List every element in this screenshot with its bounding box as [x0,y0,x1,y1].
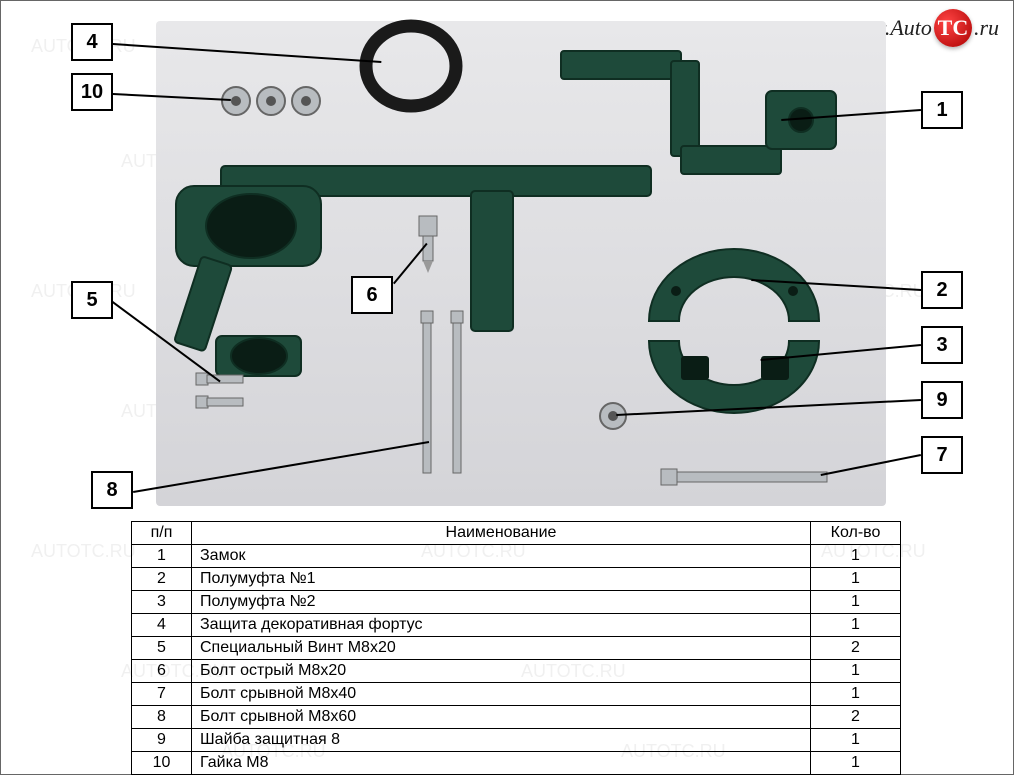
table-row: 4Защита декоративная фортус1 [132,614,901,637]
callout-6: 6 [351,276,393,314]
cell-qty: 1 [811,614,901,637]
table-row: 6Болт острый М8х201 [132,660,901,683]
cell-qty: 1 [811,591,901,614]
part-bolt-sharp [419,216,437,273]
cell-name: Болт острый М8х20 [192,660,811,683]
callout-7: 7 [921,436,963,474]
th-num: п/п [132,522,192,545]
table-row: 2Полумуфта №11 [132,568,901,591]
th-name: Наименование [192,522,811,545]
cell-qty: 2 [811,637,901,660]
th-qty: Кол-во [811,522,901,545]
table-row: 3Полумуфта №21 [132,591,901,614]
part-halfcoupling-1 [649,249,819,321]
cell-name: Специальный Винт М8х20 [192,637,811,660]
cell-num: 5 [132,637,192,660]
part-halfcoupling-2 [649,341,819,413]
callout-3: 3 [921,326,963,364]
cell-name: Замок [192,545,811,568]
cell-name: Защита декоративная фортус [192,614,811,637]
part-nuts [222,87,320,115]
cell-qty: 1 [811,683,901,706]
part-bolts-long [421,311,463,473]
cell-qty: 1 [811,545,901,568]
part-bolt-tearoff [661,469,827,485]
callout-4: 4 [71,23,113,61]
callout-9: 9 [921,381,963,419]
cell-num: 8 [132,706,192,729]
table-body: 1Замок12Полумуфта №113Полумуфта №214Защи… [132,545,901,775]
table-row: 9Шайба защитная 81 [132,729,901,752]
cell-num: 1 [132,545,192,568]
callout-10: 10 [71,73,113,111]
cell-num: 2 [132,568,192,591]
part-screws-special [196,373,243,408]
cell-qty: 1 [811,568,901,591]
page-container: AUTOTC.RU AUTOTC.RU AUTOTC.RU AUTOTC.RU … [0,0,1014,775]
cell-name: Шайба защитная 8 [192,729,811,752]
cell-num: 9 [132,729,192,752]
parts-svg [21,11,995,511]
cell-name: Гайка М8 [192,752,811,775]
cell-num: 6 [132,660,192,683]
cell-qty: 2 [811,706,901,729]
table-row: 1Замок1 [132,545,901,568]
callout-5: 5 [71,281,113,319]
cell-qty: 1 [811,660,901,683]
table-row: 7Болт срывной М8х401 [132,683,901,706]
parts-diagram: 4 10 5 6 8 1 2 3 9 7 [21,11,995,511]
table-row: 8Болт срывной М8х602 [132,706,901,729]
cell-num: 3 [132,591,192,614]
table-row: 5Специальный Винт М8х202 [132,637,901,660]
cell-name: Болт срывной М8х60 [192,706,811,729]
part-ring [366,26,456,106]
callout-2: 2 [921,271,963,309]
part-washer [600,403,626,429]
cell-num: 10 [132,752,192,775]
cell-qty: 1 [811,752,901,775]
parts-table-wrap: п/п Наименование Кол-во 1Замок12Полумуфт… [131,521,901,775]
callout-1: 1 [921,91,963,129]
cell-qty: 1 [811,729,901,752]
cell-num: 7 [132,683,192,706]
cell-name: Полумуфта №2 [192,591,811,614]
cell-name: Полумуфта №1 [192,568,811,591]
cell-name: Болт срывной М8х40 [192,683,811,706]
callout-8: 8 [91,471,133,509]
parts-table: п/п Наименование Кол-во 1Замок12Полумуфт… [131,521,901,775]
cell-num: 4 [132,614,192,637]
watermark: AUTOTC.RU [31,541,136,562]
table-row: 10Гайка М81 [132,752,901,775]
